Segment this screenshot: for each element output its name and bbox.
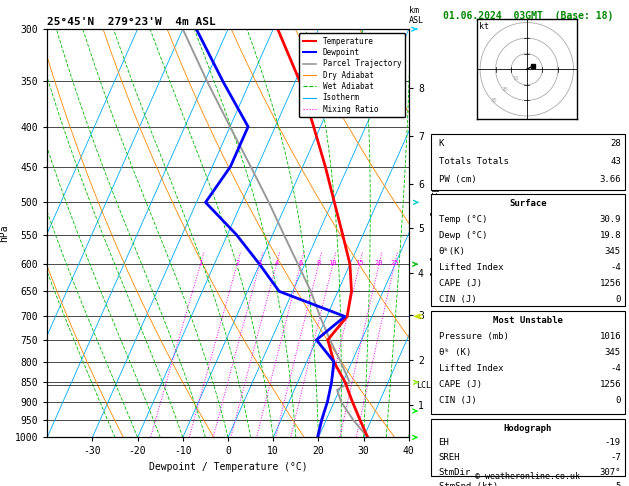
Text: PW (cm): PW (cm) (438, 175, 476, 185)
Bar (430, 311, 625, 414)
Text: K: K (438, 139, 444, 148)
Text: CAPE (J): CAPE (J) (438, 380, 482, 389)
Bar (430, 419, 625, 476)
Text: 43: 43 (610, 157, 621, 166)
Y-axis label: Mixing Ratio (g/kg): Mixing Ratio (g/kg) (428, 186, 438, 281)
Text: 20: 20 (502, 87, 508, 92)
Text: 20: 20 (375, 260, 383, 266)
Text: 25: 25 (391, 260, 399, 266)
Bar (430, 134, 625, 190)
Text: CAPE (J): CAPE (J) (438, 279, 482, 289)
Text: 1256: 1256 (599, 279, 621, 289)
Text: 345: 345 (604, 348, 621, 357)
Text: 28: 28 (610, 139, 621, 148)
Text: 8: 8 (316, 260, 321, 266)
Text: Pressure (mb): Pressure (mb) (438, 332, 508, 341)
Text: 1016: 1016 (599, 332, 621, 341)
Text: -7: -7 (610, 453, 621, 462)
Text: LCL: LCL (416, 381, 431, 390)
Text: © weatheronline.co.uk: © weatheronline.co.uk (476, 472, 580, 481)
Text: CIN (J): CIN (J) (438, 396, 476, 405)
Text: 1256: 1256 (599, 380, 621, 389)
Text: -19: -19 (604, 438, 621, 448)
Text: CIN (J): CIN (J) (438, 295, 476, 305)
Text: 4: 4 (274, 260, 279, 266)
Text: km
ASL: km ASL (409, 6, 424, 25)
Text: 3: 3 (258, 260, 262, 266)
Text: 01.06.2024  03GMT  (Base: 18): 01.06.2024 03GMT (Base: 18) (443, 11, 613, 21)
Y-axis label: hPa: hPa (0, 225, 9, 242)
Text: StmDir: StmDir (438, 468, 471, 477)
Text: StmSpd (kt): StmSpd (kt) (438, 482, 498, 486)
Text: 0: 0 (616, 396, 621, 405)
Text: 0: 0 (616, 295, 621, 305)
Text: 25°45'N  279°23'W  4m ASL: 25°45'N 279°23'W 4m ASL (47, 17, 216, 27)
Bar (430, 194, 625, 306)
Text: 1: 1 (198, 260, 203, 266)
Text: Totals Totals: Totals Totals (438, 157, 508, 166)
Text: Hodograph: Hodograph (504, 424, 552, 433)
Text: 15: 15 (355, 260, 364, 266)
Text: -4: -4 (610, 364, 621, 373)
Text: 5: 5 (616, 482, 621, 486)
Text: Temp (°C): Temp (°C) (438, 215, 487, 225)
Text: Lifted Index: Lifted Index (438, 364, 503, 373)
Text: 2: 2 (235, 260, 239, 266)
Text: 19.8: 19.8 (599, 231, 621, 241)
X-axis label: Dewpoint / Temperature (°C): Dewpoint / Temperature (°C) (148, 462, 308, 472)
Legend: Temperature, Dewpoint, Parcel Trajectory, Dry Adiabat, Wet Adiabat, Isotherm, Mi: Temperature, Dewpoint, Parcel Trajectory… (299, 33, 405, 117)
Text: 307°: 307° (599, 468, 621, 477)
Text: 30: 30 (491, 98, 498, 103)
Text: Surface: Surface (509, 199, 547, 208)
Text: Most Unstable: Most Unstable (493, 316, 563, 325)
Text: SREH: SREH (438, 453, 460, 462)
Text: 3.66: 3.66 (599, 175, 621, 185)
Text: 10: 10 (513, 76, 519, 81)
Text: Dewp (°C): Dewp (°C) (438, 231, 487, 241)
Text: -4: -4 (610, 263, 621, 273)
Text: kt: kt (479, 22, 489, 32)
Text: θᵏ (K): θᵏ (K) (438, 348, 471, 357)
Text: 30.9: 30.9 (599, 215, 621, 225)
Text: Lifted Index: Lifted Index (438, 263, 503, 273)
Text: 6: 6 (299, 260, 303, 266)
Text: 345: 345 (604, 247, 621, 257)
Text: θᵏ(K): θᵏ(K) (438, 247, 465, 257)
Text: 10: 10 (328, 260, 337, 266)
Text: EH: EH (438, 438, 449, 448)
